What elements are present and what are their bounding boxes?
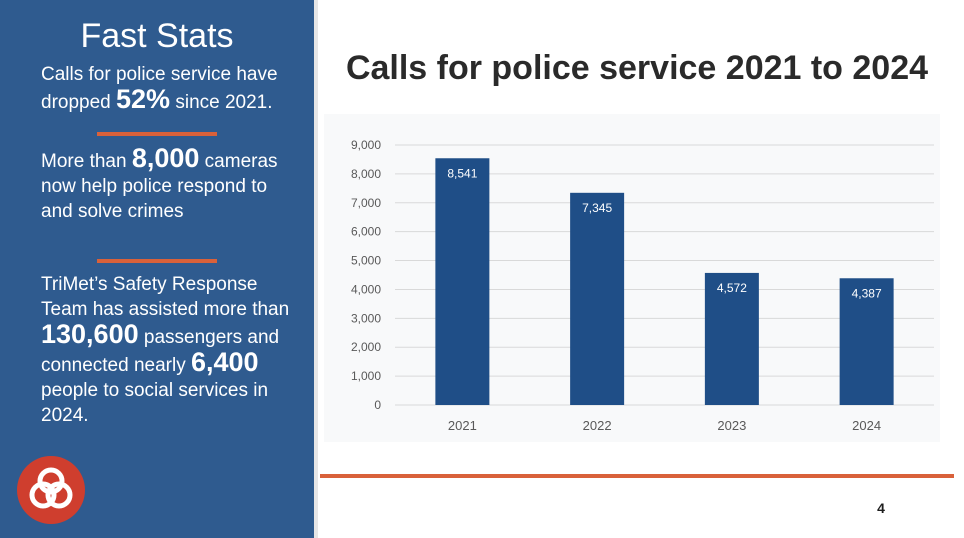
y-tick-label: 6,000 [351, 225, 381, 239]
stat-police-calls-figure: 52% [116, 84, 171, 114]
y-tick-label: 3,000 [351, 311, 381, 325]
stat-safety-team-mid: passengers and connected nearly [41, 327, 280, 376]
bar-chart: 0 1,000 2,000 3,000 4,000 5,000 6,000 7,000 8,00… [351, 138, 934, 433]
y-tick-label: 2,000 [351, 340, 381, 354]
y-tick-label: 5,000 [351, 254, 381, 268]
x-tick-label: 2022 [583, 418, 612, 433]
stat-cameras-suffix: cameras now help police respond to and s… [41, 151, 278, 222]
x-tick-label: 2021 [448, 418, 477, 433]
stat-divider [97, 259, 217, 263]
y-tick-label: 9,000 [351, 138, 381, 152]
bar [435, 158, 490, 405]
stat-safety-team-text: TriMet’s Safety Response Team has assist… [41, 274, 290, 320]
bar [704, 272, 759, 405]
stat-cameras-text: More than [41, 151, 132, 172]
y-tick-label: 4,000 [351, 282, 381, 296]
x-tick-label: 2024 [852, 418, 881, 433]
trimet-logo-icon [17, 456, 85, 524]
stat-safety-team-suffix: people to social services in 2024. [41, 380, 269, 426]
y-tick-label: 0 [374, 398, 381, 412]
chart-background [324, 114, 940, 442]
y-tick-label: 7,000 [351, 196, 381, 210]
footer-rule [320, 474, 954, 478]
bar-value-label: 4,387 [852, 286, 882, 300]
chart-title: Calls for police service 2021 to 2024 [345, 49, 929, 87]
stat-passengers-figure: 130,600 [41, 319, 139, 349]
panel-title: Fast Stats [80, 17, 234, 55]
bar-value-label: 7,345 [582, 201, 612, 215]
stat-divider [97, 132, 217, 136]
bar-value-label: 4,572 [717, 281, 747, 295]
stat-police-calls-text: Calls for police service have dropped [41, 64, 278, 113]
fast-stats-panel: Fast Stats Calls for police service have… [0, 0, 314, 538]
stat-cameras: More than 8,000 cameras now help police … [41, 143, 303, 224]
bar-value-label: 8,541 [447, 166, 477, 180]
panel-edge [314, 0, 318, 538]
bar [839, 278, 894, 405]
stat-cameras-figure: 8,000 [131, 143, 200, 173]
stat-police-calls-suffix: since 2021. [170, 92, 273, 113]
stat-people-figure: 6,400 [191, 347, 259, 377]
x-tick-label: 2023 [717, 418, 746, 433]
y-tick-label: 8,000 [351, 167, 381, 181]
y-tick-label: 1,000 [351, 369, 381, 383]
page-number: 4 [877, 500, 885, 516]
bar [570, 192, 625, 405]
stat-police-calls: Calls for police service have dropped 52… [41, 62, 303, 115]
stat-safety-team: TriMet’s Safety Response Team has assist… [41, 272, 303, 428]
